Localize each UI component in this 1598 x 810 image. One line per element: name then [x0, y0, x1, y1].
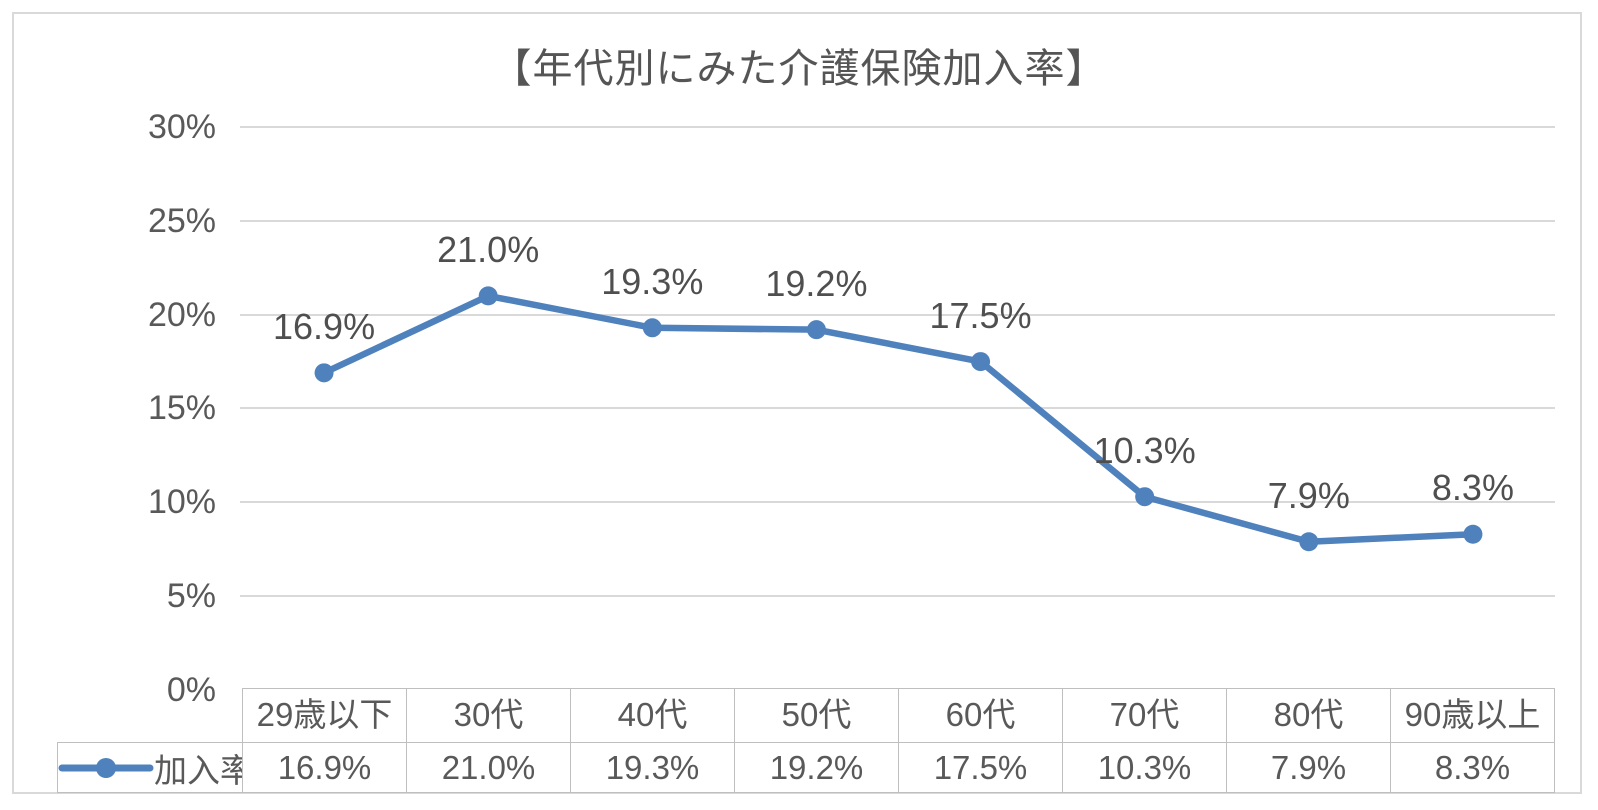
y-axis-tick-label: 0% — [166, 671, 216, 709]
table-value-cell: 10.3% — [1063, 743, 1227, 792]
y-axis-tick-label: 15% — [147, 389, 216, 428]
table-header-cell: 60代 — [899, 689, 1063, 742]
table-header-cell: 70代 — [1063, 689, 1227, 742]
data-table-value-row: 加入率16.9%21.0%19.3%19.2%17.5%10.3%7.9%8.3… — [57, 742, 1555, 793]
y-axis-tick-label: 5% — [166, 577, 216, 616]
table-value-cell: 19.2% — [735, 743, 899, 792]
data-label: 16.9% — [273, 305, 376, 347]
table-value-cell: 19.3% — [571, 743, 735, 792]
table-value-cell: 17.5% — [899, 743, 1063, 792]
table-header-cell: 40代 — [571, 689, 735, 742]
data-label: 17.5% — [929, 294, 1032, 336]
legend-key: 加入率 — [58, 743, 243, 792]
y-axis-tick-label: 30% — [147, 107, 216, 146]
data-point-marker — [478, 286, 498, 306]
table-header-cell: 50代 — [735, 689, 899, 742]
table-value-cell: 8.3% — [1391, 743, 1555, 792]
table-header-cell: 29歳以下 — [243, 689, 407, 742]
legend-line-marker-icon — [58, 757, 154, 778]
y-axis-tick-label: 20% — [147, 295, 216, 334]
data-point-marker — [1135, 487, 1155, 507]
legend-label: 加入率 — [154, 751, 242, 789]
gridline — [240, 501, 1555, 504]
gridline — [240, 313, 1555, 316]
chart-title: 【年代別にみた介護保険加入率】 — [491, 47, 1107, 91]
series-line — [320, 292, 1477, 545]
y-axis-tick-label: 10% — [147, 483, 216, 522]
table-header-cell: 90歳以上 — [1391, 689, 1555, 742]
chart-frame — [12, 12, 1582, 794]
gridline — [240, 219, 1555, 222]
y-axis-tick-label: 25% — [147, 201, 216, 240]
data-label: 19.2% — [765, 262, 868, 304]
data-table-header-row: 29歳以下 30代 40代 50代 60代 70代 80代 90歳以上 — [242, 688, 1555, 742]
table-header-cell: 30代 — [407, 689, 571, 742]
gridline — [240, 125, 1555, 128]
data-label: 21.0% — [437, 228, 540, 270]
data-point-marker — [642, 318, 662, 338]
data-point-marker — [971, 352, 991, 372]
data-label: 7.9% — [1267, 474, 1350, 516]
data-label: 19.3% — [601, 260, 704, 302]
table-value-cell: 21.0% — [407, 743, 571, 792]
data-point-marker — [1463, 524, 1483, 544]
table-header-cell: 80代 — [1227, 689, 1391, 742]
data-label: 8.3% — [1431, 467, 1514, 509]
data-label: 10.3% — [1093, 429, 1196, 471]
gridline — [240, 595, 1555, 598]
data-point-marker — [806, 320, 826, 340]
gridline — [240, 407, 1555, 410]
table-value-cell: 16.9% — [243, 743, 407, 792]
data-point-marker — [314, 363, 334, 383]
data-point-marker — [1299, 532, 1319, 552]
table-value-cell: 7.9% — [1227, 743, 1391, 792]
